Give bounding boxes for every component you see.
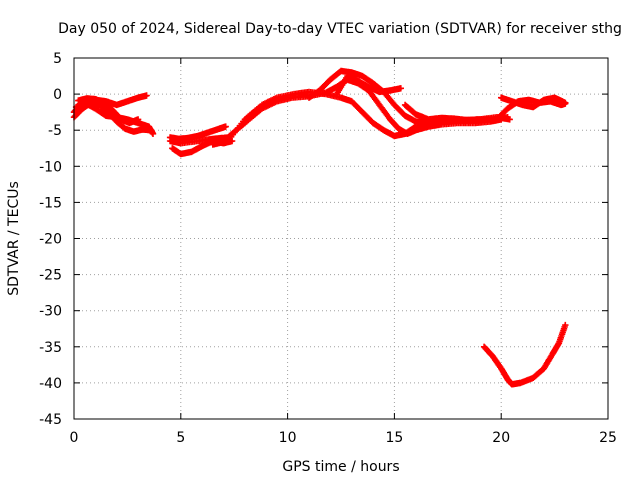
- x-tick-label: 5: [176, 430, 185, 446]
- data-point: [562, 99, 569, 106]
- data-point: [397, 85, 404, 92]
- series-arc-c5: [401, 101, 513, 124]
- x-axis-label: GPS time / hours: [282, 459, 399, 475]
- series-arc-c1: [166, 76, 505, 147]
- y-tick-label: -25: [39, 268, 62, 284]
- y-tick-label: 5: [53, 51, 62, 67]
- x-tick-label: 25: [599, 430, 617, 446]
- series-arc-a2: [70, 99, 155, 135]
- data-point: [134, 116, 142, 123]
- data-point: [143, 92, 150, 99]
- y-tick-label: -35: [39, 340, 62, 356]
- x-tick-label: 0: [70, 430, 79, 446]
- data-point: [506, 116, 513, 123]
- series-arc-d2: [498, 94, 569, 111]
- x-tick-label: 10: [279, 430, 297, 446]
- y-tick-label: -30: [39, 304, 62, 320]
- data-point: [149, 130, 157, 137]
- y-tick-label: -45: [39, 412, 62, 428]
- y-tick-label: -40: [39, 376, 62, 392]
- y-tick-label: -15: [39, 195, 62, 211]
- x-tick-label: 20: [492, 430, 510, 446]
- chart-title: Day 050 of 2024, Sidereal Day-to-day VTE…: [58, 21, 622, 37]
- y-tick-label: -10: [39, 159, 62, 175]
- data-point: [222, 123, 229, 130]
- y-axis-label: SDTVAR / TECUs: [6, 181, 22, 296]
- y-tick-label: -20: [39, 232, 62, 248]
- grid: [74, 58, 608, 419]
- y-tick-label: 0: [53, 87, 62, 103]
- y-tick-label: -5: [48, 123, 62, 139]
- series-arc-a4: [75, 95, 142, 127]
- axis-ticks: 5 0 -5 -10 -15 -20 -25 -30 -35 -40 -45 0 5 10 15 20 25: [39, 51, 617, 446]
- x-tick-label: 15: [385, 430, 403, 446]
- series-arc-b1: [166, 123, 229, 143]
- data-point: [562, 321, 569, 329]
- series-arc-e1: [480, 321, 569, 388]
- data-series: [70, 67, 569, 388]
- series-arc-c4: [333, 72, 404, 98]
- series-arc-c3: [305, 67, 430, 127]
